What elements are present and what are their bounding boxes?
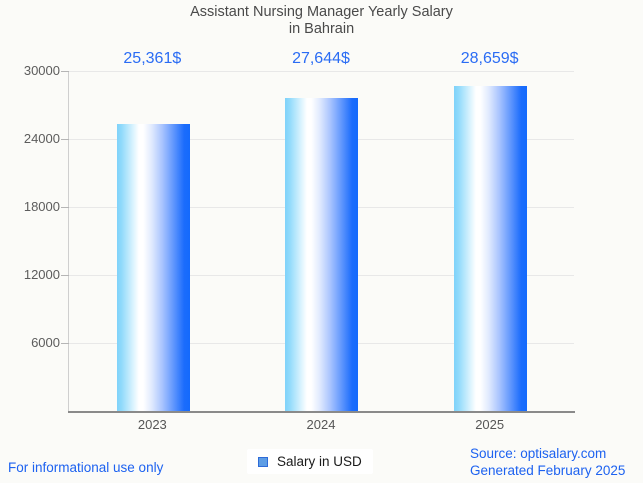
x-axis-line (68, 411, 575, 413)
source-text: Source: optisalary.com (470, 446, 607, 461)
y-axis-tick-12000 (61, 275, 69, 276)
bar-2025 (454, 86, 528, 411)
legend-marker-icon (258, 456, 268, 467)
x-axis-label-2023: 2023 (137, 417, 167, 432)
y-axis-tick-6000 (61, 343, 69, 344)
source-block: Source: optisalary.com Generated Februar… (470, 446, 625, 479)
gridline-30000 (69, 71, 574, 72)
bar-value-label-2025: 28,659$ (460, 50, 519, 67)
x-axis-labels: 2023 2024 2025 (68, 417, 574, 433)
y-axis-tick-24000 (61, 139, 69, 140)
y-axis-label-12000: 12000 (23, 267, 60, 282)
generated-text: Generated February 2025 (470, 462, 626, 478)
x-axis-label-2025: 2025 (475, 417, 505, 432)
x-axis-label-2024: 2024 (306, 417, 336, 432)
legend-label: Salary in USD (277, 454, 362, 469)
bar-value-labels: 25,361$ 27,644$ 28,659$ (68, 50, 574, 70)
chart-title-line2: in Bahrain (288, 21, 355, 37)
y-axis-label-24000: 24000 (23, 131, 60, 146)
bar-value-label-2023: 25,361$ (123, 50, 182, 67)
bar-2024 (285, 97, 359, 411)
bar-value-label-2024: 27,644$ (292, 50, 350, 67)
plot-area: 6000 12000 18000 24000 30000 (24, 63, 575, 413)
y-axis-label-30000: 30000 (23, 63, 60, 78)
bar-slot-2023 (69, 71, 238, 411)
chart-title-line1: Assistant Nursing Manager Yearly Salary (190, 4, 453, 20)
y-axis-tick-30000 (61, 71, 69, 72)
chart-title: Assistant Nursing Manager Yearly Salary … (0, 4, 643, 38)
disclaimer-text: For informational use only (8, 460, 164, 475)
y-axis-label-18000: 18000 (23, 199, 60, 214)
y-axis-label-6000: 6000 (31, 335, 60, 350)
chart-legend: Salary in USD (247, 449, 373, 474)
y-axis-tick-18000 (61, 207, 69, 208)
bar-2023 (116, 123, 190, 411)
bar-slot-2024 (238, 71, 407, 411)
bar-slot-2025 (406, 71, 575, 411)
